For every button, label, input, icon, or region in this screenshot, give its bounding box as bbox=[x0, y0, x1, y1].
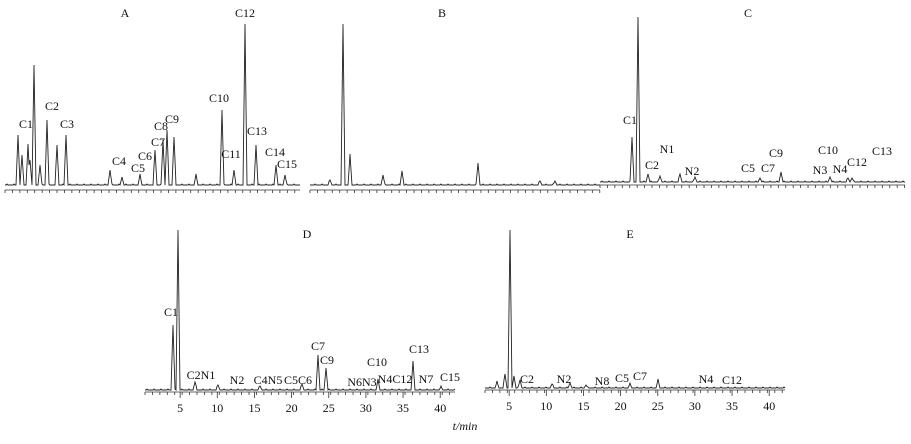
peak-label: C8 bbox=[154, 119, 168, 133]
panel-label: E bbox=[626, 227, 633, 241]
panel-label: C bbox=[744, 6, 752, 20]
peak-label: C7 bbox=[761, 161, 775, 175]
peak-label: C9 bbox=[165, 112, 179, 126]
peak-label: N4 bbox=[833, 162, 848, 176]
peak-label: C2N1 bbox=[187, 368, 216, 382]
peak-label: N4 bbox=[699, 372, 714, 386]
peak-label: C6 bbox=[138, 149, 152, 163]
tick-label: 5 bbox=[177, 401, 183, 415]
peak-label: C5 bbox=[741, 161, 755, 175]
panel-label: B bbox=[438, 6, 446, 20]
peak-label: C12 bbox=[235, 6, 255, 20]
tick-label: 35 bbox=[397, 401, 409, 415]
peak-label: C10 bbox=[818, 143, 838, 157]
panel-label: A bbox=[121, 6, 130, 20]
peak-label: C2 bbox=[520, 372, 534, 386]
peak-label: N8 bbox=[595, 374, 610, 388]
chromatogram-trace bbox=[5, 23, 300, 187]
peak-label: C13 bbox=[247, 124, 267, 138]
tick-label: 40 bbox=[434, 401, 446, 415]
peak-label: C13 bbox=[409, 342, 429, 356]
tick-label: 20 bbox=[615, 399, 627, 413]
tick-label: 5 bbox=[506, 399, 512, 413]
chromatogram-trace bbox=[310, 23, 600, 186]
tick-label: 20 bbox=[286, 401, 298, 415]
chromatogram-trace bbox=[600, 16, 905, 184]
peak-label: C10 bbox=[209, 91, 229, 105]
chromatogram-trace bbox=[485, 229, 786, 389]
tick-label: 15 bbox=[248, 401, 260, 415]
peak-label: C9 bbox=[769, 146, 783, 160]
peak-label: C11 bbox=[221, 147, 241, 161]
peak-label: C9 bbox=[320, 353, 334, 367]
peak-label: N3 bbox=[813, 163, 828, 177]
peak-label: N4C12 bbox=[378, 372, 413, 386]
peak-label: C2 bbox=[45, 99, 59, 113]
peak-label: C15 bbox=[277, 157, 297, 171]
peak-label: N2 bbox=[557, 372, 572, 386]
peak-label: C5C6 bbox=[284, 373, 312, 387]
peak-label: C13 bbox=[872, 144, 892, 158]
x-axis-label: t/min bbox=[453, 419, 478, 433]
peak-label: C1 bbox=[19, 117, 33, 131]
peak-label: C2 bbox=[645, 158, 659, 172]
peak-label: C15 bbox=[440, 370, 460, 384]
peak-label: C1 bbox=[164, 305, 178, 319]
peak-label: C5 bbox=[131, 161, 145, 175]
peak-label: C12 bbox=[722, 373, 742, 387]
peak-label: C4N5 bbox=[254, 373, 283, 387]
peak-label: N6N3 bbox=[347, 375, 376, 389]
peak-label: N2 bbox=[230, 373, 245, 387]
tick-label: 10 bbox=[540, 399, 552, 413]
peak-label: N7 bbox=[419, 372, 434, 386]
peak-label: C1 bbox=[623, 113, 637, 127]
tick-label: 25 bbox=[323, 401, 335, 415]
tick-label: 40 bbox=[763, 399, 775, 413]
peak-label: C14 bbox=[265, 145, 285, 159]
peak-label: C5 bbox=[615, 371, 629, 385]
peak-label: C7 bbox=[633, 369, 647, 383]
peak-label: C3 bbox=[60, 117, 74, 131]
peak-label: C4 bbox=[112, 154, 126, 168]
peak-label: C7 bbox=[311, 339, 325, 353]
peak-label: C10 bbox=[367, 355, 387, 369]
tick-label: 15 bbox=[577, 399, 589, 413]
tick-label: 30 bbox=[689, 399, 701, 413]
chromatogram-trace bbox=[145, 229, 456, 392]
tick-label: 25 bbox=[652, 399, 664, 413]
tick-label: 30 bbox=[360, 401, 372, 415]
peak-label: N1 bbox=[660, 142, 675, 156]
peak-label: N2 bbox=[685, 164, 700, 178]
peak-label: C12 bbox=[847, 155, 867, 169]
panel-label: D bbox=[303, 227, 312, 241]
tick-label: 35 bbox=[726, 399, 738, 413]
tick-label: 10 bbox=[211, 401, 223, 415]
peak-label: C7 bbox=[151, 135, 165, 149]
